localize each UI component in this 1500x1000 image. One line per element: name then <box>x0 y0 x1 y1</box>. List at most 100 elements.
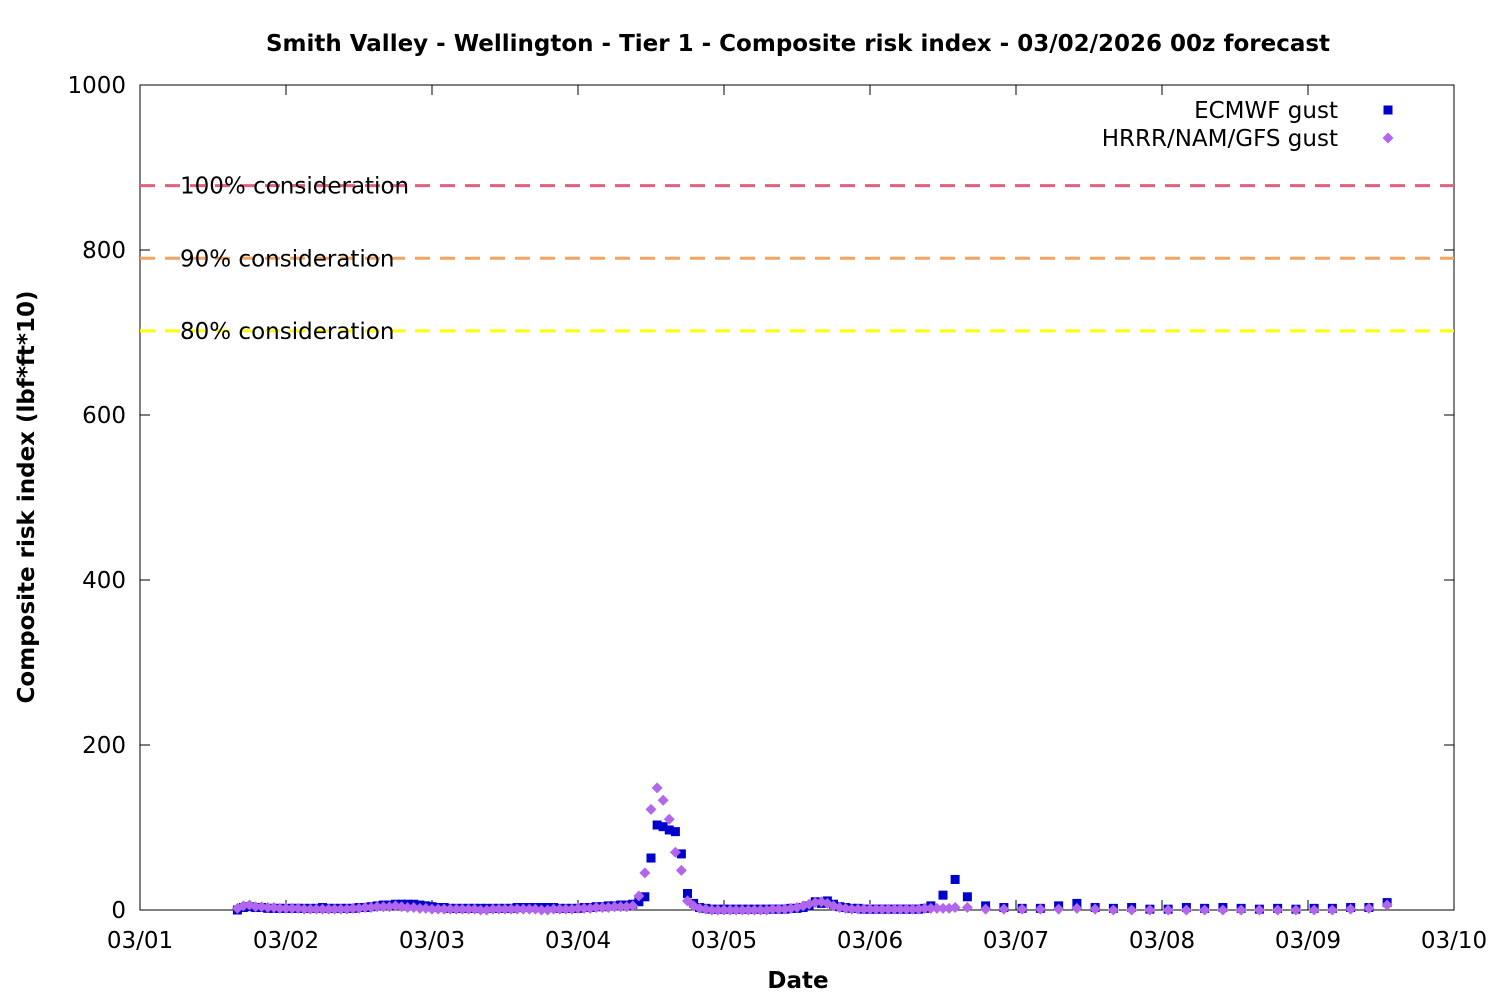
data-point-hrrr-nam-gfs-gust <box>773 903 785 915</box>
legend-marker-hrrr-nam-gfs-gust <box>1382 132 1394 144</box>
data-point-hrrr-nam-gfs-gust <box>438 903 450 915</box>
data-point-hrrr-nam-gfs-gust <box>548 903 560 915</box>
data-point-hrrr-nam-gfs-gust <box>998 903 1010 915</box>
data-point-hrrr-nam-gfs-gust <box>432 903 444 915</box>
data-point-ecmwf-gust <box>640 892 650 902</box>
data-point-hrrr-nam-gfs-gust <box>414 902 426 914</box>
x-tick-label: 03/09 <box>1275 928 1341 954</box>
data-point-hrrr-nam-gfs-gust <box>250 901 262 913</box>
legend-label-hrrr-nam-gfs-gust: HRRR/NAM/GFS gust <box>1102 126 1338 152</box>
data-point-ecmwf-gust <box>938 890 948 900</box>
x-tick-label: 03/03 <box>399 928 465 954</box>
data-point-hrrr-nam-gfs-gust <box>1126 904 1138 916</box>
legend: ECMWF gust HRRR/NAM/GFS gust <box>1102 98 1394 152</box>
data-point-hrrr-nam-gfs-gust <box>925 902 937 914</box>
data-point-hrrr-nam-gfs-gust <box>882 903 894 915</box>
reference-label-100-consideration: 100% consideration <box>180 174 409 200</box>
data-point-hrrr-nam-gfs-gust <box>767 903 779 915</box>
reference-lines: 100% consideration 90% consideration 80% c… <box>140 174 1454 345</box>
data-point-ecmwf-gust <box>683 889 692 898</box>
data-point-hrrr-nam-gfs-gust <box>870 903 882 915</box>
data-point-hrrr-nam-gfs-gust <box>274 902 286 914</box>
data-point-hrrr-nam-gfs-gust <box>633 890 645 902</box>
data-point-hrrr-nam-gfs-gust <box>748 904 760 916</box>
data-point-hrrr-nam-gfs-gust <box>1308 904 1320 916</box>
x-tick-label: 03/10 <box>1421 928 1487 954</box>
data-point-hrrr-nam-gfs-gust <box>487 903 499 915</box>
data-point-hrrr-nam-gfs-gust <box>572 902 584 914</box>
data-point-hrrr-nam-gfs-gust <box>1162 904 1174 916</box>
data-point-hrrr-nam-gfs-gust <box>1107 904 1119 916</box>
x-tick-label: 03/07 <box>983 928 1049 954</box>
data-point-hrrr-nam-gfs-gust <box>335 903 347 915</box>
data-point-hrrr-nam-gfs-gust <box>554 903 566 915</box>
data-point-hrrr-nam-gfs-gust <box>961 902 973 914</box>
data-point-hrrr-nam-gfs-gust <box>1381 899 1393 911</box>
data-point-hrrr-nam-gfs-gust <box>1180 904 1192 916</box>
data-point-hrrr-nam-gfs-gust <box>663 813 675 825</box>
legend-label-ecmwf-gust: ECMWF gust <box>1194 98 1338 124</box>
data-point-hrrr-nam-gfs-gust <box>852 903 864 915</box>
data-point-hrrr-nam-gfs-gust <box>444 903 456 915</box>
x-axis-title: Date <box>767 968 828 994</box>
data-point-hrrr-nam-gfs-gust <box>505 903 517 915</box>
data-point-hrrr-nam-gfs-gust <box>657 794 669 806</box>
data-point-hrrr-nam-gfs-gust <box>669 846 681 858</box>
data-point-hrrr-nam-gfs-gust <box>931 902 943 914</box>
chart-title: Smith Valley - Wellington - Tier 1 - Com… <box>266 31 1330 57</box>
data-point-hrrr-nam-gfs-gust <box>499 903 511 915</box>
data-point-hrrr-nam-gfs-gust <box>371 901 383 913</box>
data-point-ecmwf-gust <box>634 897 644 907</box>
data-point-ecmwf-gust <box>676 849 686 859</box>
data-point-hrrr-nam-gfs-gust <box>1253 904 1265 916</box>
data-point-hrrr-nam-gfs-gust <box>682 895 693 907</box>
data-point-hrrr-nam-gfs-gust <box>1217 904 1229 916</box>
y-tick-label: 200 <box>82 733 126 759</box>
series-hrrr-nam-gfs-gust <box>231 782 1393 916</box>
data-point-hrrr-nam-gfs-gust <box>523 903 535 915</box>
data-point-hrrr-nam-gfs-gust <box>317 903 328 915</box>
data-point-hrrr-nam-gfs-gust <box>730 904 742 916</box>
reference-label-90-consideration: 90% consideration <box>180 246 394 272</box>
data-point-hrrr-nam-gfs-gust <box>864 903 876 915</box>
y-tick-label: 600 <box>82 403 126 429</box>
data-point-ecmwf-gust <box>658 822 668 832</box>
data-point-hrrr-nam-gfs-gust <box>1144 904 1156 916</box>
data-point-hrrr-nam-gfs-gust <box>755 904 766 916</box>
data-point-ecmwf-gust <box>652 820 662 830</box>
data-point-hrrr-nam-gfs-gust <box>1053 903 1065 915</box>
data-point-ecmwf-gust <box>962 892 972 902</box>
data-point-hrrr-nam-gfs-gust <box>456 903 468 915</box>
data-point-hrrr-nam-gfs-gust <box>560 903 572 915</box>
data-point-hrrr-nam-gfs-gust <box>517 903 529 915</box>
data-point-hrrr-nam-gfs-gust <box>493 903 505 915</box>
data-point-hrrr-nam-gfs-gust <box>323 903 335 915</box>
x-tick-label: 03/05 <box>691 928 757 954</box>
x-tick-label: 03/08 <box>1129 928 1195 954</box>
data-point-hrrr-nam-gfs-gust <box>298 903 310 915</box>
legend-marker-ecmwf-gust <box>1383 105 1393 115</box>
data-point-hrrr-nam-gfs-gust <box>1199 904 1211 916</box>
data-point-hrrr-nam-gfs-gust <box>901 903 912 915</box>
data-point-ecmwf-gust <box>670 827 680 837</box>
data-point-hrrr-nam-gfs-gust <box>426 903 438 915</box>
data-point-hrrr-nam-gfs-gust <box>578 902 590 914</box>
data-point-hrrr-nam-gfs-gust <box>724 904 736 916</box>
data-point-hrrr-nam-gfs-gust <box>980 903 992 915</box>
data-point-hrrr-nam-gfs-gust <box>1326 904 1338 916</box>
data-point-hrrr-nam-gfs-gust <box>463 903 474 915</box>
data-point-ecmwf-gust <box>646 853 656 863</box>
data-point-hrrr-nam-gfs-gust <box>609 901 620 913</box>
x-tick-label: 03/01 <box>107 928 173 954</box>
data-point-ecmwf-gust <box>950 874 960 884</box>
reference-label-80-consideration: 80% consideration <box>180 319 394 345</box>
data-point-hrrr-nam-gfs-gust <box>894 903 906 915</box>
x-tick-label: 03/06 <box>837 928 903 954</box>
data-point-hrrr-nam-gfs-gust <box>651 782 663 794</box>
plot-area <box>139 84 1455 911</box>
data-point-hrrr-nam-gfs-gust <box>377 901 389 913</box>
data-point-hrrr-nam-gfs-gust <box>304 903 316 915</box>
data-point-hrrr-nam-gfs-gust <box>1272 904 1284 916</box>
data-point-hrrr-nam-gfs-gust <box>1345 903 1357 915</box>
